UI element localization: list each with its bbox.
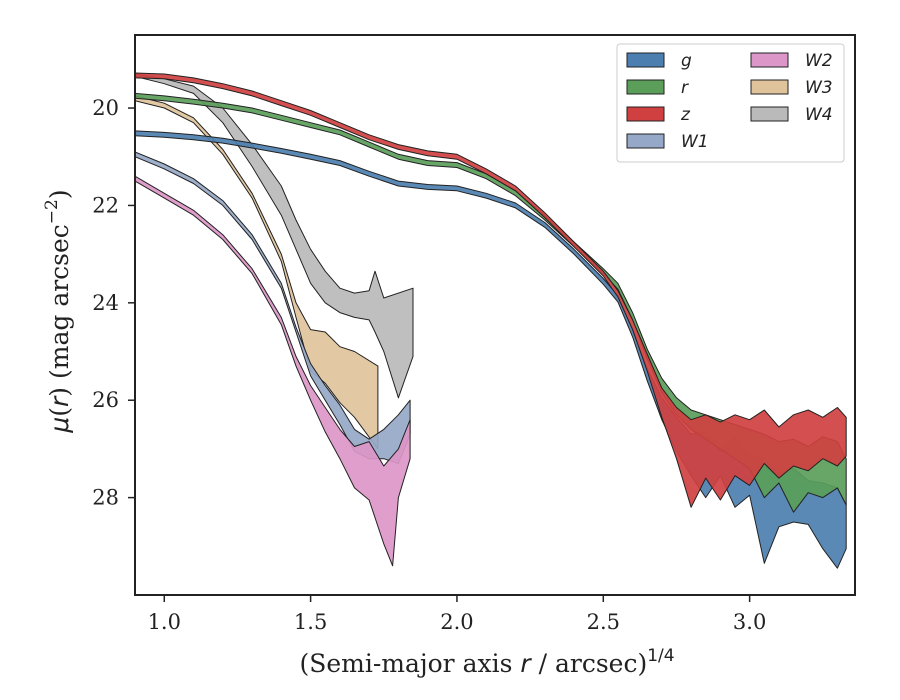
legend-label: W3: [805, 78, 833, 98]
series-band-w2: [135, 175, 411, 567]
legend-entry-w1: W1: [626, 132, 709, 152]
plot-area: [135, 72, 847, 569]
y-tick-label: 20: [92, 96, 119, 120]
legend-label: z: [680, 105, 691, 125]
legend-label: g: [681, 51, 692, 71]
legend-entry-w2: W2: [750, 51, 833, 71]
y-tick-label: 22: [92, 193, 119, 217]
y-tick-label: 28: [92, 486, 119, 510]
plot-frame: [134, 34, 856, 596]
x-axis-label: (Semi-major axis r / arcsec)1/4: [299, 646, 674, 678]
legend-label: r: [681, 78, 689, 98]
x-tick-label: 2.5: [587, 610, 620, 634]
legend-swatch: [750, 106, 789, 122]
x-tick-label: 1.5: [294, 610, 327, 634]
legend-label: W1: [681, 132, 709, 152]
legend-entry-r: r: [626, 78, 689, 98]
legend-swatch: [626, 52, 665, 68]
legend-swatch: [626, 133, 665, 149]
legend-swatch: [626, 106, 665, 122]
x-tick-label: 2.0: [440, 610, 473, 634]
legend-entry-g: g: [626, 51, 692, 71]
legend-swatch: [750, 79, 789, 95]
legend-swatch: [626, 79, 665, 95]
legend-entry-w4: W4: [750, 105, 833, 125]
legend-entry-w3: W3: [750, 78, 833, 98]
y-tick-label: 24: [92, 291, 119, 315]
series-bands: [135, 72, 847, 569]
x-tick-label: 3.0: [733, 610, 766, 634]
series-band-g: [135, 130, 847, 569]
y-tick-label: 26: [92, 388, 119, 412]
legend-swatch: [750, 52, 789, 68]
y-axis-label: μ(r) (mag arcsec−2): [42, 189, 74, 433]
x-tick-label: 1.0: [148, 610, 181, 634]
legend-label: W2: [805, 51, 833, 71]
legend-entry-z: z: [626, 105, 691, 125]
series-band-w4: [135, 73, 414, 399]
series-band-z: [135, 72, 847, 508]
legend-box: [616, 43, 845, 163]
legend: grz W1 W2 W3 W4: [616, 43, 845, 163]
axes: 1.0 1.5 2.0 2.5 3.0 20 22 24 26 28 (Semi-major axi…: [42, 34, 856, 678]
legend-label: W4: [805, 105, 833, 125]
